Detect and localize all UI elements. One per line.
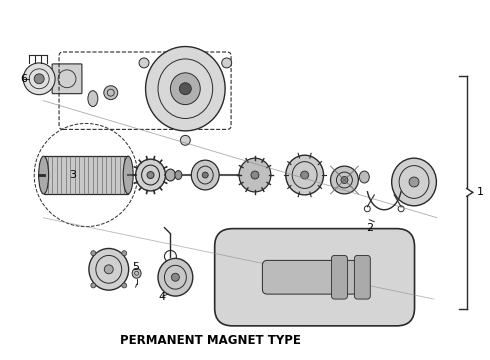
Ellipse shape bbox=[34, 74, 44, 84]
Ellipse shape bbox=[39, 156, 49, 194]
Ellipse shape bbox=[139, 58, 149, 68]
Text: 4: 4 bbox=[159, 292, 166, 302]
Ellipse shape bbox=[91, 283, 96, 288]
Text: 2: 2 bbox=[366, 222, 373, 233]
Bar bbox=[44, 156, 128, 194]
Ellipse shape bbox=[123, 156, 133, 194]
Ellipse shape bbox=[392, 158, 437, 206]
FancyBboxPatch shape bbox=[215, 229, 415, 326]
Ellipse shape bbox=[166, 169, 175, 181]
Ellipse shape bbox=[301, 171, 309, 179]
Text: 5: 5 bbox=[132, 262, 139, 272]
Ellipse shape bbox=[23, 63, 55, 95]
Ellipse shape bbox=[239, 158, 271, 192]
Ellipse shape bbox=[221, 58, 232, 68]
Ellipse shape bbox=[286, 155, 323, 195]
FancyBboxPatch shape bbox=[263, 260, 362, 294]
Ellipse shape bbox=[104, 86, 118, 100]
Ellipse shape bbox=[409, 177, 419, 187]
Ellipse shape bbox=[359, 171, 369, 183]
FancyBboxPatch shape bbox=[332, 255, 347, 299]
Ellipse shape bbox=[175, 171, 182, 180]
Ellipse shape bbox=[132, 268, 141, 278]
Ellipse shape bbox=[341, 176, 348, 184]
Ellipse shape bbox=[136, 159, 166, 191]
Ellipse shape bbox=[202, 172, 208, 178]
Ellipse shape bbox=[331, 166, 358, 194]
Ellipse shape bbox=[122, 251, 127, 256]
Ellipse shape bbox=[104, 265, 113, 274]
Ellipse shape bbox=[172, 273, 179, 281]
Text: 6: 6 bbox=[20, 74, 27, 84]
Text: PERMANENT MAGNET TYPE: PERMANENT MAGNET TYPE bbox=[120, 334, 301, 347]
FancyBboxPatch shape bbox=[52, 64, 82, 94]
Text: 3: 3 bbox=[70, 170, 76, 180]
Ellipse shape bbox=[158, 258, 193, 296]
Ellipse shape bbox=[179, 83, 191, 95]
Ellipse shape bbox=[91, 251, 96, 256]
Ellipse shape bbox=[171, 73, 200, 105]
Ellipse shape bbox=[251, 171, 259, 179]
Ellipse shape bbox=[88, 91, 98, 107]
Text: 1: 1 bbox=[477, 188, 484, 197]
Ellipse shape bbox=[146, 46, 225, 131]
Ellipse shape bbox=[147, 172, 154, 179]
FancyBboxPatch shape bbox=[354, 255, 370, 299]
Ellipse shape bbox=[191, 160, 219, 190]
Ellipse shape bbox=[180, 135, 190, 145]
Ellipse shape bbox=[89, 248, 129, 290]
Ellipse shape bbox=[122, 283, 127, 288]
